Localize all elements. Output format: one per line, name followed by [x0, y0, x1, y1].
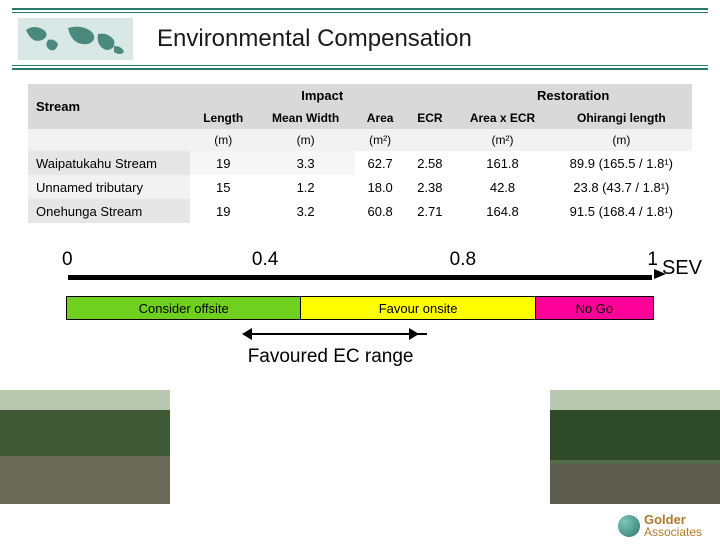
cell: 18.0: [355, 175, 406, 199]
content-area: Stream Impact Restoration Length Mean Wi…: [0, 70, 720, 368]
cell: 164.8: [454, 199, 550, 223]
header-rule-top: [12, 12, 708, 13]
th-corner: Stream: [28, 84, 190, 129]
cell-stream: Unnamed tributary: [28, 175, 190, 199]
th-meanwidth: Mean Width: [256, 107, 355, 129]
cell: 19: [190, 151, 256, 175]
slide-title: Environmental Compensation: [157, 25, 472, 53]
cell: 2.71: [405, 199, 454, 223]
scale-axis-line: [68, 275, 652, 280]
cell: 89.9 (165.5 / 1.8¹): [551, 151, 692, 175]
streams-table: Stream Impact Restoration Length Mean Wi…: [28, 84, 692, 223]
cell: 3.3: [256, 151, 355, 175]
table-row: Unnamed tributary 15 1.2 18.0 2.38 42.8 …: [28, 175, 692, 199]
th-unit-4: (m²): [454, 129, 550, 151]
cell: 2.58: [405, 151, 454, 175]
tick-3: 1: [647, 249, 658, 271]
favoured-range-arrow: [66, 326, 654, 342]
cell: 19: [190, 199, 256, 223]
table-row: Onehunga Stream 19 3.2 60.8 2.71 164.8 9…: [28, 199, 692, 223]
th-ohirangi: Ohirangi length: [551, 107, 692, 129]
footer-brand: Golder Associates: [618, 513, 702, 538]
zone-no-go: No Go: [536, 297, 653, 319]
scale-ticks: 0 0.4 0.8 1: [66, 249, 654, 271]
th-unit-3: [405, 129, 454, 151]
cell: 42.8: [454, 175, 550, 199]
tick-0: 0: [62, 249, 73, 271]
th-areaxecr: Area x ECR: [454, 107, 550, 129]
cell: 91.5 (168.4 / 1.8¹): [551, 199, 692, 223]
th-length: Length: [190, 107, 256, 129]
cell-stream: Onehunga Stream: [28, 199, 190, 223]
footer-brand-sub: Associates: [644, 525, 702, 539]
cell: 62.7: [355, 151, 406, 175]
th-unit-5: (m): [551, 129, 692, 151]
th-group-impact: Impact: [190, 84, 454, 107]
th-unit-2: (m²): [355, 129, 406, 151]
cell: 161.8: [454, 151, 550, 175]
cell: 15: [190, 175, 256, 199]
arrow-right-icon: [654, 269, 666, 279]
arrowhead-right-icon: [409, 328, 419, 340]
photo-right: [550, 390, 720, 504]
cell: 1.2: [256, 175, 355, 199]
th-group-restoration: Restoration: [454, 84, 692, 107]
photo-left: [0, 390, 170, 504]
th-unit-0: (m): [190, 129, 256, 151]
zone-consider-offsite: Consider offsite: [67, 297, 301, 319]
favoured-range-label: Favoured EC range: [7, 346, 654, 368]
axis-label-sev: SEV: [662, 257, 702, 280]
zone-favour-onsite: Favour onsite: [301, 297, 535, 319]
cell: 3.2: [256, 199, 355, 223]
tick-2: 0.8: [450, 249, 476, 271]
cell: 2.38: [405, 175, 454, 199]
header-rule-bottom: [12, 65, 708, 66]
slide-header: Environmental Compensation: [12, 8, 708, 70]
zone-bar: Consider offsite Favour onsite No Go: [66, 296, 654, 320]
th-ecr: ECR: [405, 107, 454, 129]
th-area: Area: [355, 107, 406, 129]
globe-icon: [618, 515, 640, 537]
cell: 23.8 (43.7 / 1.8¹): [551, 175, 692, 199]
tick-1: 0.4: [252, 249, 278, 271]
th-unit-1: (m): [256, 129, 355, 151]
cell: 60.8: [355, 199, 406, 223]
sev-scale: 0 0.4 0.8 1 SEV Consider offsite Favour …: [66, 249, 654, 368]
cell-stream: Waipatukahu Stream: [28, 151, 190, 175]
footer-text: Golder Associates: [644, 513, 702, 538]
world-map-icon: [18, 18, 133, 60]
table-row: Waipatukahu Stream 19 3.3 62.7 2.58 161.…: [28, 151, 692, 175]
range-line: [250, 333, 426, 335]
th-unit-blank: [28, 129, 190, 151]
